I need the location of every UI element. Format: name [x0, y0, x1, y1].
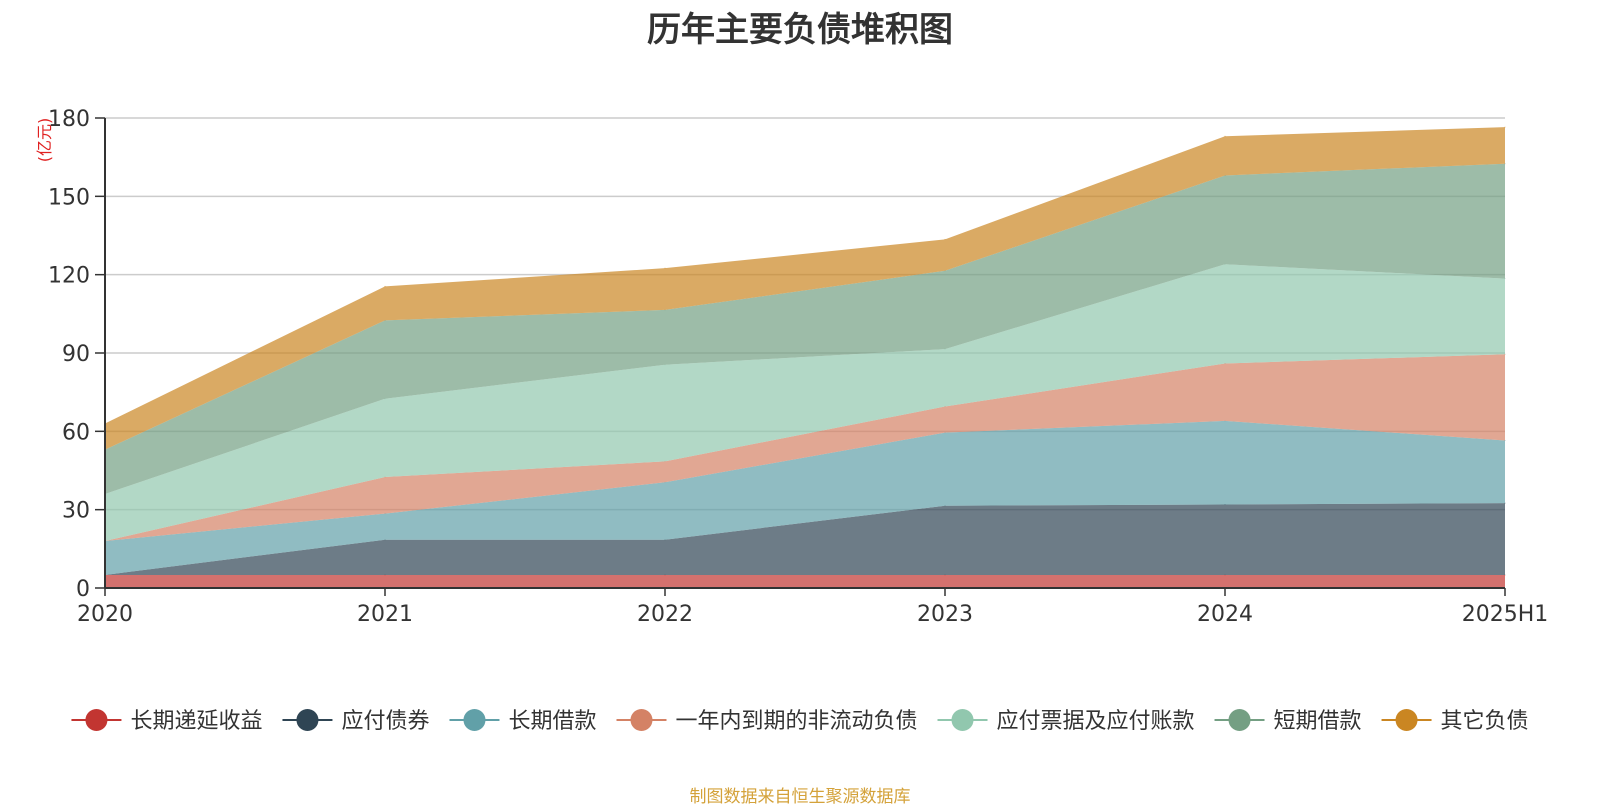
area-series-6	[105, 127, 1505, 450]
x-tick-label: 2021	[357, 602, 413, 627]
series-areas	[104, 126, 1506, 588]
area-series-2	[105, 420, 1505, 575]
legend-marker-icon	[951, 709, 974, 731]
data-point-series-6	[944, 238, 946, 240]
area-series-3	[105, 354, 1505, 541]
legend-label: 其它负债	[1441, 709, 1529, 734]
legend-marker-icon	[296, 709, 319, 731]
source-note: 制图数据来自恒生聚源数据库	[689, 787, 911, 807]
y-tick-label: 60	[62, 420, 90, 445]
legend-label: 应付票据及应付账款	[997, 709, 1195, 734]
legend-label: 一年内到期的非流动负债	[675, 709, 917, 734]
data-point-series-6	[664, 267, 666, 269]
chart-title: 历年主要负债堆积图	[647, 10, 953, 50]
y-tick-label: 0	[76, 577, 90, 602]
data-point-series-6	[384, 285, 386, 287]
y-tick-label: 90	[62, 342, 90, 367]
axes: 0 30 60 90 120 150 180 2020 2021 2022 2023 2024 2025…	[48, 107, 1548, 627]
x-tick-label: 2024	[1197, 602, 1253, 627]
legend: 长期递延收益 应付债券 长期借款 一年内到期的非流动负债 应付票据及应付账款 短期借款 其它…	[71, 709, 1529, 734]
area-series-4	[105, 264, 1505, 541]
y-tick-label: 120	[48, 264, 90, 289]
legend-marker-icon	[463, 709, 486, 731]
legend-label: 应付债券	[341, 709, 429, 734]
area-series-1	[105, 503, 1505, 575]
data-point-series-6	[1504, 126, 1506, 128]
legend-marker-icon	[630, 709, 653, 731]
y-axis-unit-label: (亿元)	[35, 118, 54, 163]
x-tick-label: 2023	[917, 602, 973, 627]
y-tick-label: 180	[48, 107, 90, 132]
area-series-5	[105, 163, 1505, 494]
area-series-0	[105, 574, 1505, 588]
legend-marker-icon	[1228, 709, 1251, 731]
x-tick-label: 2025H1	[1462, 602, 1549, 627]
y-tick-label: 30	[62, 499, 90, 524]
legend-marker-icon	[85, 709, 108, 731]
legend-label: 长期借款	[508, 709, 596, 734]
y-tick-label: 150	[48, 185, 90, 210]
legend-label: 短期借款	[1274, 709, 1362, 734]
x-tick-label: 2020	[77, 602, 133, 627]
legend-marker-icon	[1395, 709, 1418, 731]
data-point-series-6	[1224, 135, 1226, 137]
x-tick-label: 2022	[637, 602, 693, 627]
legend-label: 长期递延收益	[130, 709, 262, 734]
